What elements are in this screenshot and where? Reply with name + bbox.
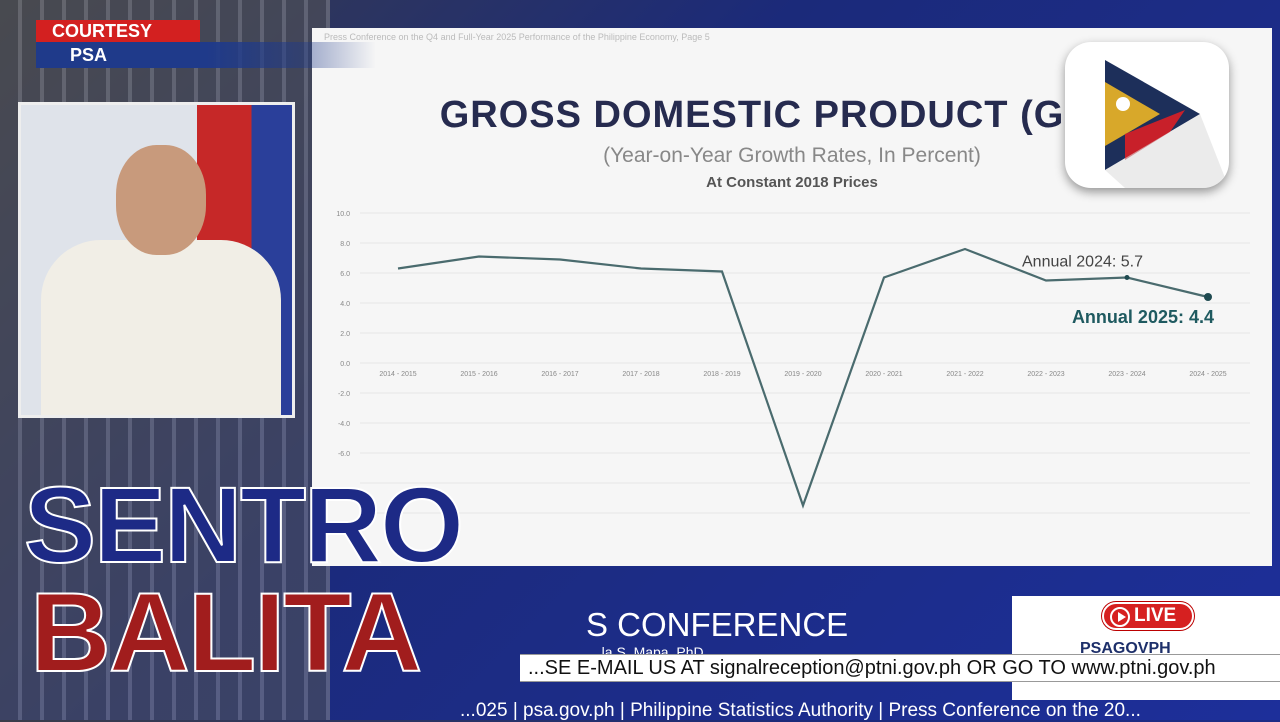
x-tick-label: 2018 - 2019 bbox=[703, 371, 740, 378]
x-tick-label: 2022 - 2023 bbox=[1027, 371, 1064, 378]
live-label: LIVE bbox=[1134, 605, 1177, 626]
show-title-sentro: SENTRO bbox=[23, 463, 465, 586]
y-tick-label: 0.0 bbox=[340, 361, 350, 368]
x-tick-label: 2014 - 2015 bbox=[379, 371, 416, 378]
news-ticker: ...SE E-MAIL US AT signalreception@ptni.… bbox=[520, 654, 1280, 682]
x-tick-label: 2017 - 2018 bbox=[622, 371, 659, 378]
data-point bbox=[1204, 293, 1212, 301]
gdp-growth-line bbox=[397, 247, 1209, 509]
y-tick-label: 8.0 bbox=[340, 241, 350, 248]
bottom-info-line: ...025 | psa.gov.ph | Philippine Statist… bbox=[460, 700, 1141, 721]
speaker bbox=[41, 145, 281, 415]
data-point bbox=[1124, 275, 1130, 280]
y-tick-label: -6.0 bbox=[338, 451, 350, 458]
slide-title: GROSS DOMESTIC PRODUCT (G bbox=[439, 94, 1065, 136]
source-tag: PSA bbox=[36, 42, 376, 68]
y-tick-label: 2.0 bbox=[340, 331, 350, 338]
annotation-label: Annual 2025: 4.4 bbox=[1072, 307, 1214, 327]
x-tick-label: 2023 - 2024 bbox=[1108, 371, 1145, 378]
x-tick-label: 2021 - 2022 bbox=[946, 371, 983, 378]
slide-subtitle: (Year-on-Year Growth Rates, In Percent) bbox=[603, 144, 981, 167]
y-tick-label: 10.0 bbox=[336, 211, 350, 218]
y-tick-label: -4.0 bbox=[338, 421, 350, 428]
y-tick-label: 4.0 bbox=[340, 301, 350, 308]
x-tick-label: 2020 - 2021 bbox=[865, 371, 902, 378]
facebook-handle: PSAGOVPH bbox=[1080, 640, 1171, 657]
conference-title: S CONFERENCE bbox=[586, 606, 849, 643]
courtesy-tag: COURTESY bbox=[36, 20, 200, 42]
x-tick-label: 2024 - 2025 bbox=[1189, 371, 1226, 378]
annotation-label: Annual 2024: 5.7 bbox=[1022, 254, 1143, 271]
show-title-balita: BALITA bbox=[29, 569, 423, 696]
speaker-video-inset bbox=[18, 102, 295, 418]
play-icon bbox=[1110, 607, 1130, 627]
live-badge: LIVE bbox=[1102, 602, 1194, 630]
y-tick-label: 6.0 bbox=[340, 271, 350, 278]
x-tick-label: 2015 - 2016 bbox=[460, 371, 497, 378]
x-tick-label: 2016 - 2017 bbox=[541, 371, 578, 378]
x-tick-label: 2019 - 2020 bbox=[784, 371, 821, 378]
slide-subtitle-2: At Constant 2018 Prices bbox=[706, 174, 878, 191]
y-tick-label: -2.0 bbox=[338, 391, 350, 398]
slide-header: Press Conference on the Q4 and Full-Year… bbox=[324, 32, 710, 42]
ptv-logo bbox=[1065, 42, 1229, 188]
